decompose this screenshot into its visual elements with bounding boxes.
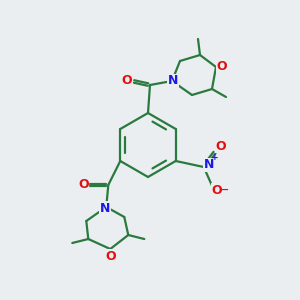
Text: O: O <box>217 59 227 73</box>
Text: N: N <box>100 202 110 214</box>
Text: N: N <box>203 158 214 172</box>
Text: N: N <box>168 74 178 88</box>
Text: O: O <box>215 140 226 152</box>
Text: −: − <box>220 185 230 195</box>
Text: O: O <box>105 250 116 262</box>
Text: O: O <box>78 178 88 190</box>
Text: O: O <box>212 184 222 196</box>
Text: O: O <box>122 74 132 88</box>
Text: +: + <box>211 154 218 163</box>
